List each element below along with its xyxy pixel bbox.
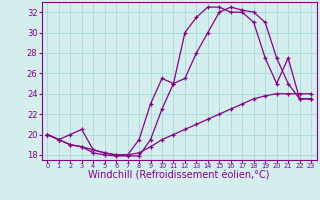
X-axis label: Windchill (Refroidissement éolien,°C): Windchill (Refroidissement éolien,°C) xyxy=(88,171,270,181)
